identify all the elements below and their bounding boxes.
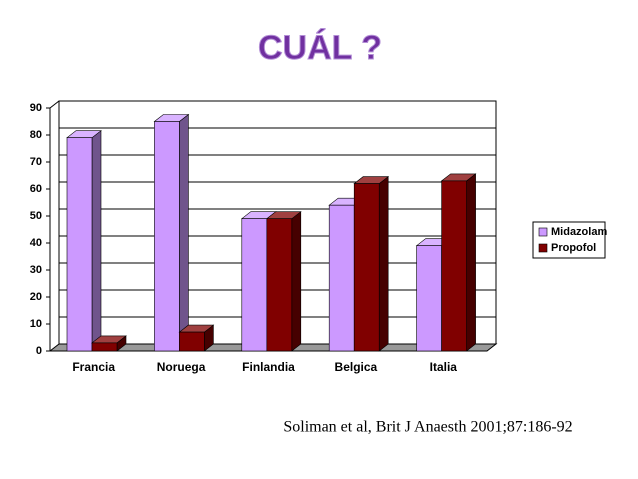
y-axis-depth [49,100,60,109]
legend-swatch [538,227,548,237]
x-tick-label: Francia [72,360,115,374]
bar [353,175,390,352]
y-tick-label: 90 [30,102,42,114]
y-tick-label: 0 [36,345,42,357]
y-tick-label: 30 [30,264,42,276]
legend-swatch [538,243,548,253]
bar-side [179,113,189,352]
bar-front [154,121,180,352]
bar-front [179,331,205,352]
bar-front [353,183,380,352]
bar [265,211,302,352]
y-tick-label: 40 [30,237,42,249]
bar-side [291,211,302,352]
bar-side [466,173,476,352]
bar [91,335,127,352]
legend-label: Propofol [551,242,596,254]
bar [440,173,477,352]
bar-front [416,245,442,352]
y-tick-label: 10 [30,318,42,330]
source-citation: Soliman et al, Brit J Anaesth 2001;87:18… [283,419,572,436]
y-tick-label: 20 [30,291,42,303]
x-tick-label: Finlandia [242,360,295,374]
bar [153,113,190,352]
bar-front [91,342,118,352]
y-tick-label: 50 [30,210,42,222]
x-tick-label: Italia [430,360,458,374]
bar-front [441,180,467,352]
x-tick-label: Belgica [335,360,378,374]
bar [178,324,215,352]
y-tick-label: 80 [30,129,42,141]
y-tick-label: 70 [30,156,42,168]
bar [66,130,102,352]
x-tick-label: Noruega [157,360,206,374]
bar-side [91,130,102,352]
bar-front [66,137,93,352]
bar-front [266,218,293,352]
slide-title: CUÁL ? [258,29,382,67]
bar-front [241,218,268,352]
y-tick-label: 60 [30,183,42,195]
legend-label: Midazolam [551,226,607,238]
bar-side [378,175,389,352]
bar-front [328,204,355,352]
